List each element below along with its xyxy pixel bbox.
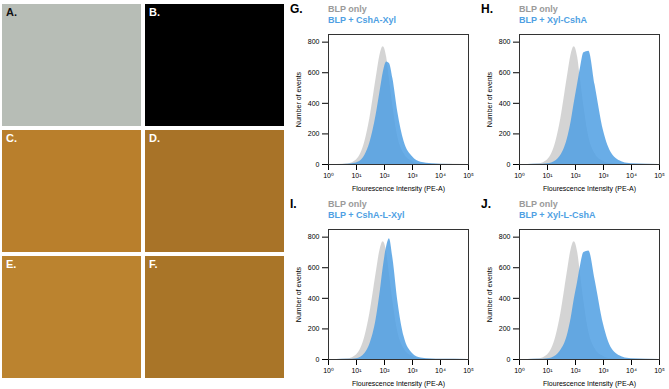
svg-text:200: 200 [308, 325, 320, 332]
svg-text:10⁴: 10⁴ [435, 172, 446, 179]
svg-text:10³: 10³ [407, 172, 418, 179]
svg-text:200: 200 [499, 325, 511, 332]
html-text:I.: I. [290, 197, 297, 211]
svg-text:10⁰: 10⁰ [323, 367, 334, 374]
html-text:BLP + Xyl-L-CshA: BLP + Xyl-L-CshA [519, 210, 596, 220]
svg-text:600: 600 [308, 69, 320, 76]
svg-text:10²: 10² [379, 367, 390, 374]
svg-text:600: 600 [499, 69, 511, 76]
svg-text:200: 200 [499, 130, 511, 137]
svg-text:400: 400 [499, 295, 511, 302]
svg-text:10⁵: 10⁵ [463, 367, 474, 374]
html-text:F.: F. [149, 258, 158, 270]
html-text:BLP only: BLP only [328, 4, 367, 14]
svg-text:10⁵: 10⁵ [463, 172, 474, 179]
svg-text:10³: 10³ [407, 367, 418, 374]
html-text:BLP + CshA-Xyl: BLP + CshA-Xyl [328, 15, 397, 25]
html-text:G.: G. [290, 2, 303, 16]
svg-text:600: 600 [308, 264, 320, 271]
html-text:E.: E. [6, 258, 17, 270]
svg-text:800: 800 [499, 233, 511, 240]
svg-text:10²: 10² [379, 172, 390, 179]
svg-text:Flourescence Intensity (PE-A): Flourescence Intensity (PE-A) [543, 380, 636, 388]
svg-text:10³: 10³ [598, 172, 609, 179]
svg-text:600: 600 [499, 264, 511, 271]
svg-text:Flourescence Intensity (PE-A): Flourescence Intensity (PE-A) [352, 380, 445, 388]
svg-text:10¹: 10¹ [542, 367, 553, 374]
svg-text:0: 0 [507, 356, 511, 363]
svg-text:10⁰: 10⁰ [514, 367, 525, 374]
html-text:BLP only: BLP only [328, 199, 367, 209]
svg-text:10⁰: 10⁰ [323, 172, 334, 179]
html-text:B.: B. [149, 6, 160, 18]
svg-text:10³: 10³ [598, 367, 609, 374]
svg-text:10¹: 10¹ [351, 172, 362, 179]
html-text:BLP + Xyl-CshA: BLP + Xyl-CshA [519, 15, 588, 25]
html-text:J.: J. [481, 197, 491, 211]
svg-text:800: 800 [308, 38, 320, 45]
svg-text:200: 200 [308, 130, 320, 137]
svg-text:10⁵: 10⁵ [654, 367, 665, 374]
html-text:H.: H. [481, 2, 493, 16]
svg-text:400: 400 [308, 100, 320, 107]
svg-text:Flourescence Intensity (PE-A): Flourescence Intensity (PE-A) [352, 185, 445, 193]
html-text:D.: D. [149, 132, 160, 144]
svg-text:10⁰: 10⁰ [514, 172, 525, 179]
svg-text:10⁵: 10⁵ [654, 172, 665, 179]
svg-text:10²: 10² [570, 367, 581, 374]
svg-text:Flourescence Intensity (PE-A): Flourescence Intensity (PE-A) [543, 185, 636, 193]
svg-text:10⁴: 10⁴ [626, 172, 637, 179]
html-text:BLP only: BLP only [519, 4, 558, 14]
html-text:BLP + CshA-L-Xyl: BLP + CshA-L-Xyl [328, 210, 405, 220]
html-text:BLP only: BLP only [519, 199, 558, 209]
svg-text:400: 400 [499, 100, 511, 107]
svg-text:Number of events: Number of events [295, 71, 302, 127]
svg-text:10¹: 10¹ [351, 367, 362, 374]
svg-text:Number of events: Number of events [486, 266, 493, 322]
svg-text:10¹: 10¹ [542, 172, 553, 179]
svg-text:0: 0 [507, 161, 511, 168]
svg-text:400: 400 [308, 295, 320, 302]
svg-text:800: 800 [308, 233, 320, 240]
svg-text:10⁴: 10⁴ [626, 367, 637, 374]
svg-text:800: 800 [499, 38, 511, 45]
html-text:A.: A. [6, 6, 17, 18]
svg-text:0: 0 [316, 356, 320, 363]
svg-text:10²: 10² [570, 172, 581, 179]
svg-text:10⁴: 10⁴ [435, 367, 446, 374]
html-text:C.: C. [6, 132, 17, 144]
svg-text:Number of events: Number of events [295, 266, 302, 322]
svg-text:Number of events: Number of events [486, 71, 493, 127]
svg-text:0: 0 [316, 161, 320, 168]
